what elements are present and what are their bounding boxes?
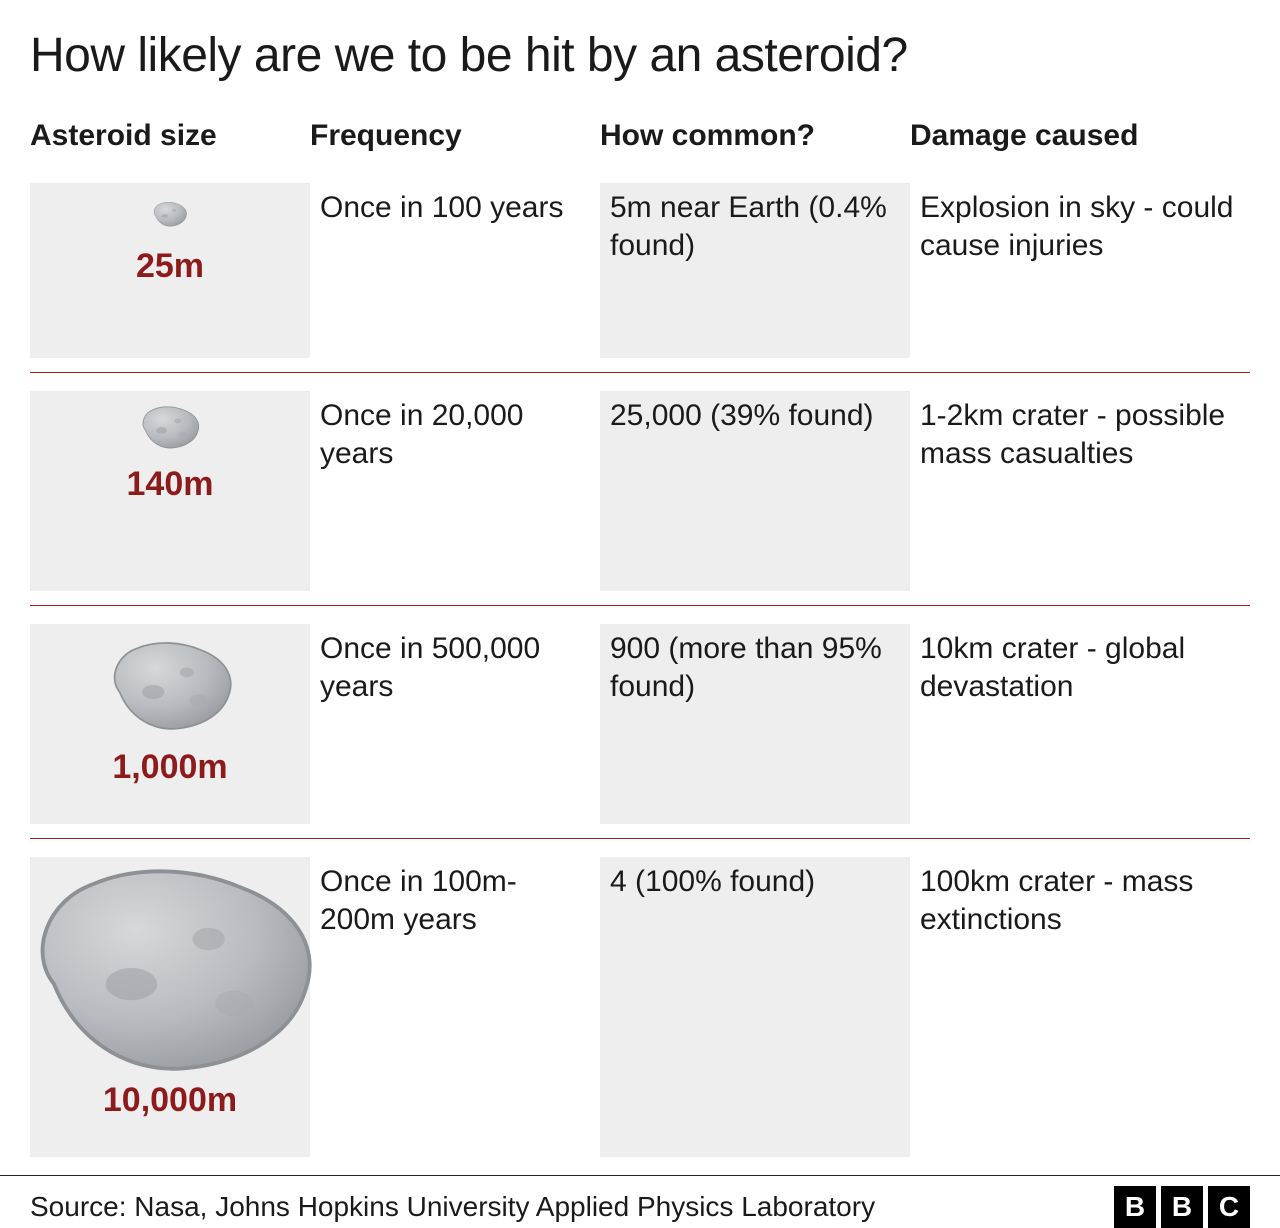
asteroid-size-label: 140m [127,465,214,504]
source-text: Source: Nasa, Johns Hopkins University A… [30,1191,875,1223]
infographic-footer: Source: Nasa, Johns Hopkins University A… [0,1175,1280,1228]
bbc-logo: B B C [1114,1186,1250,1228]
cell-how-common: 900 (more than 95% found) [600,624,910,824]
asteroid-size-label: 1,000m [112,748,227,787]
cell-damage: 1-2km crater - possible mass casualties [910,391,1250,480]
cell-asteroid-size: 1,000m [30,624,310,824]
bbc-logo-b2: B [1161,1186,1203,1228]
asteroid-table: Asteroid size Frequency How common? Dama… [30,119,1250,1171]
asteroid-icon [150,200,189,228]
cell-asteroid-size: 10,000m [30,857,310,1157]
cell-how-common: 25,000 (39% found) [600,391,910,591]
asteroid-illustration [136,397,203,457]
table-row: 10,000m Once in 100m-200m years4 (100% fo… [30,839,1250,1171]
cell-how-common: 5m near Earth (0.4% found) [600,183,910,358]
header-damage: Damage caused [910,119,1250,153]
table-header-row: Asteroid size Frequency How common? Dama… [30,119,1250,153]
table-row: 1,000m Once in 500,000 years900 (more tha… [30,606,1250,839]
cell-frequency: Once in 100 years [310,183,600,235]
infographic-title: How likely are we to be hit by an astero… [30,28,1250,83]
asteroid-illustration [150,189,189,239]
asteroid-icon [9,853,331,1083]
cell-damage: 100km crater - mass extinctions [910,857,1250,946]
header-common: How common? [600,119,910,153]
cell-damage: Explosion in sky - could cause injuries [910,183,1250,272]
bbc-logo-c: C [1208,1186,1250,1228]
asteroid-icon [100,635,240,735]
cell-asteroid-size: 140m [30,391,310,591]
bbc-logo-b1: B [1114,1186,1156,1228]
cell-frequency: Once in 100m-200m years [310,857,600,946]
header-size: Asteroid size [30,119,310,153]
asteroid-size-label: 25m [136,247,204,286]
cell-frequency: Once in 20,000 years [310,391,600,480]
table-body: 25m Once in 100 years5m near Earth (0.4% … [30,165,1250,1171]
asteroid-size-label: 10,000m [103,1081,237,1120]
table-row: 25m Once in 100 years5m near Earth (0.4% … [30,165,1250,373]
table-row: 140m Once in 20,000 years25,000 (39% foun… [30,373,1250,606]
asteroid-illustration [9,863,331,1073]
cell-damage: 10km crater - global devastation [910,624,1250,713]
asteroid-illustration [100,630,240,740]
cell-frequency: Once in 500,000 years [310,624,600,713]
asteroid-icon [136,403,203,451]
cell-asteroid-size: 25m [30,183,310,358]
header-frequency: Frequency [310,119,600,153]
infographic-container: How likely are we to be hit by an astero… [0,0,1280,1171]
cell-how-common: 4 (100% found) [600,857,910,1157]
